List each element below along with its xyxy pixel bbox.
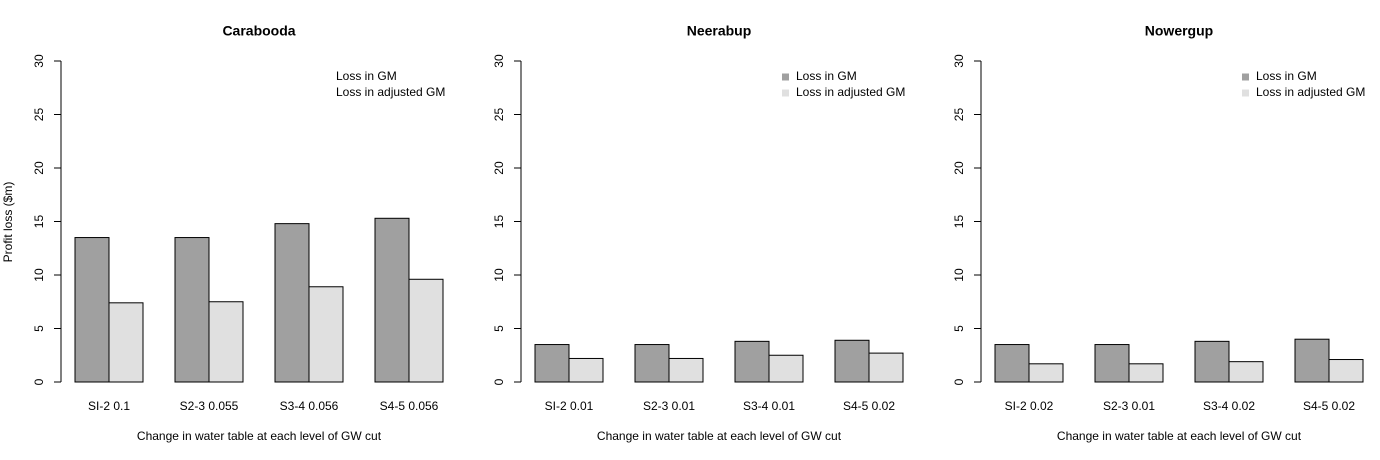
bar [534, 344, 570, 383]
chart-title: Nowergup [1145, 23, 1213, 39]
bar [1128, 363, 1164, 383]
chart-title: Carabooda [222, 23, 295, 39]
bar [994, 344, 1030, 383]
bar [374, 217, 410, 383]
y-axis-label: Profit loss ($m) [1, 182, 15, 263]
bar [308, 286, 344, 383]
y-tick-label: 20 [32, 161, 46, 175]
y-tick-label: 10 [492, 268, 506, 282]
y-tick-label: 5 [952, 325, 966, 332]
y-tick-label: 10 [32, 268, 46, 282]
legend-label: Loss in adjusted GM [796, 85, 905, 99]
x-tick-label: S4-5 0.02 [843, 399, 895, 413]
y-tick-label: 30 [952, 54, 966, 68]
x-tick-label: S2-3 0.01 [1103, 399, 1155, 413]
bar [1194, 340, 1230, 383]
legend-swatch [1242, 89, 1249, 97]
x-tick-label: S3-4 0.02 [1203, 399, 1255, 413]
legend-swatch [782, 89, 789, 97]
y-tick-label: 25 [952, 108, 966, 122]
y-tick-label: 0 [32, 378, 46, 385]
x-axis-label: Change in water table at each level of G… [1057, 429, 1302, 443]
bar [734, 340, 770, 383]
bar [1328, 359, 1364, 383]
x-tick-label: SI-2 0.01 [545, 399, 594, 413]
legend-label: Loss in adjusted GM [1256, 85, 1365, 99]
bar [768, 354, 804, 383]
bar [1228, 361, 1264, 383]
bar [1094, 344, 1130, 383]
x-tick-label: S3-4 0.01 [743, 399, 795, 413]
y-tick-label: 0 [492, 378, 506, 385]
bar [868, 352, 904, 383]
x-tick-label: S4-5 0.02 [1303, 399, 1355, 413]
x-tick-label: SI-2 0.02 [1005, 399, 1054, 413]
bar [1294, 338, 1330, 383]
y-tick-label: 30 [32, 54, 46, 68]
chart-title: Neerabup [687, 23, 752, 39]
y-tick-label: 0 [952, 378, 966, 385]
bar [174, 237, 210, 383]
x-tick-label: SI-2 0.1 [88, 399, 130, 413]
y-tick-label: 10 [952, 268, 966, 282]
y-tick-label: 20 [492, 161, 506, 175]
bar [208, 301, 244, 383]
y-tick-label: 5 [492, 325, 506, 332]
x-tick-label: S4-5 0.056 [380, 399, 439, 413]
y-tick-label: 30 [492, 54, 506, 68]
y-tick-label: 15 [32, 215, 46, 229]
bar [668, 357, 704, 383]
bar [74, 237, 110, 383]
legend-label: Loss in GM [796, 69, 857, 83]
legend-label: Loss in adjusted GM [336, 85, 445, 99]
bar [1028, 363, 1064, 383]
bar [634, 344, 670, 383]
y-tick-label: 15 [952, 215, 966, 229]
x-axis-label: Change in water table at each level of G… [137, 429, 382, 443]
x-tick-label: S2-3 0.01 [643, 399, 695, 413]
legend-swatch [1242, 73, 1249, 81]
bar [274, 223, 310, 383]
x-tick-label: S2-3 0.055 [180, 399, 239, 413]
y-tick-label: 25 [32, 108, 46, 122]
legend-label: Loss in GM [336, 69, 397, 83]
legend-swatch [782, 73, 789, 81]
x-tick-label: S3-4 0.056 [280, 399, 339, 413]
x-axis-label: Change in water table at each level of G… [597, 429, 842, 443]
y-tick-label: 20 [952, 161, 966, 175]
legend-label: Loss in GM [1256, 69, 1317, 83]
y-tick-label: 15 [492, 215, 506, 229]
y-tick-label: 5 [32, 325, 46, 332]
y-tick-label: 25 [492, 108, 506, 122]
bar [408, 278, 444, 383]
bar [568, 357, 604, 383]
bar [108, 302, 144, 383]
bar [834, 339, 870, 383]
